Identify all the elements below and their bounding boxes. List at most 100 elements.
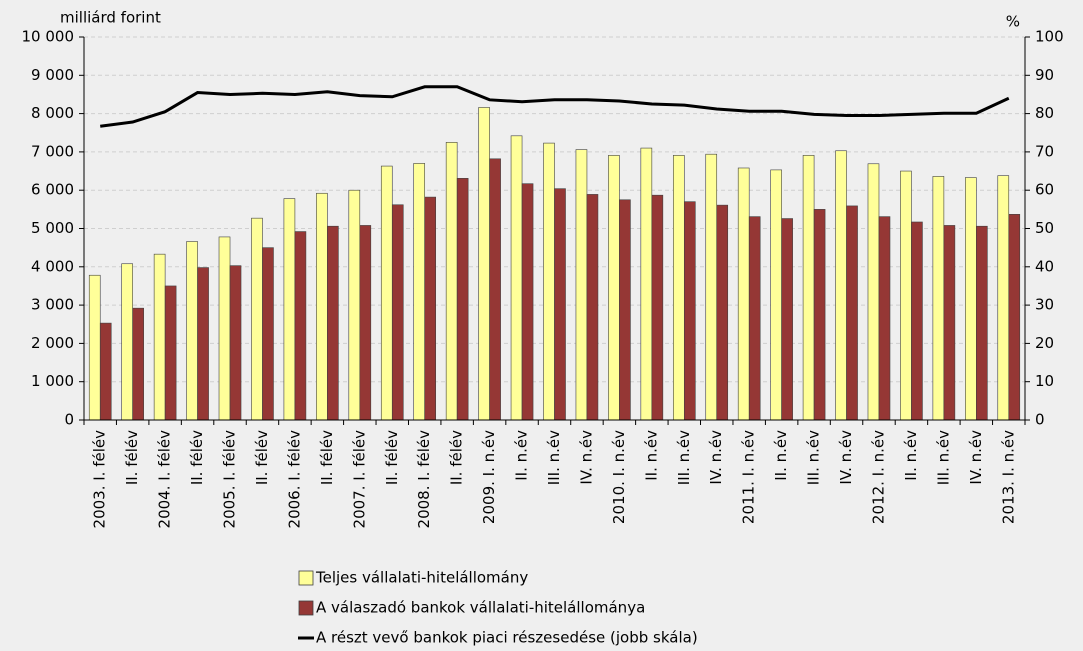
x-tick-label: III. n.év (805, 430, 823, 485)
bar (705, 153, 718, 421)
legend-swatch (298, 600, 314, 616)
bar (88, 274, 101, 421)
bar (262, 247, 274, 421)
x-tick-label: 2010. I. n.év (610, 430, 628, 524)
y2-tick-label: 70 (1035, 142, 1054, 160)
x-tick-label: III. n.év (934, 430, 952, 485)
bar (445, 142, 458, 421)
bar (251, 217, 263, 421)
bar (424, 196, 437, 421)
bar (640, 147, 653, 421)
bar (943, 225, 956, 421)
y2-tick-label: 40 (1035, 257, 1054, 275)
y2-tick-label: 30 (1035, 296, 1054, 314)
y-tick-label: 0 (64, 411, 74, 429)
bar (294, 231, 307, 421)
line (100, 85, 1010, 128)
y-tick-label: 2 000 (31, 334, 74, 352)
x-tick-label: IV. n.év (577, 430, 595, 485)
bar (153, 253, 166, 421)
y-axis-unit: milliárd forint (60, 9, 161, 27)
bar (359, 225, 372, 421)
legend-label: A részt vevő bankok piaci részesedése (j… (316, 629, 698, 647)
bar (586, 194, 599, 421)
x-tick-label: IV. n.év (707, 430, 725, 485)
y-tick-label: 9 000 (31, 66, 74, 84)
legend-label: A válaszadó bankok vállalati-hitelállomá… (316, 599, 645, 617)
bar (413, 163, 426, 421)
bar (802, 155, 815, 421)
y-tick-label: 6 000 (31, 181, 74, 199)
x-tick-label: 2009. I. n.év (480, 430, 498, 524)
x-tick-label: 2013. I. n.év (999, 430, 1017, 524)
bar (391, 204, 404, 421)
bar (218, 236, 231, 421)
bar (867, 163, 880, 421)
x-tick-label: IV. n.év (967, 430, 985, 485)
bar (380, 165, 393, 421)
y-tick-label: 4 000 (31, 257, 74, 275)
x-tick-label: 2005. I. félév (221, 430, 239, 529)
bar (521, 183, 534, 421)
x-tick-label: 2011. I. n.év (740, 430, 758, 524)
bar (478, 107, 490, 421)
x-tick-label: 2012. I. n.év (869, 430, 887, 524)
x-tick-label: II. félév (448, 430, 466, 485)
bar (348, 189, 361, 421)
y2-tick-label: 80 (1035, 104, 1054, 122)
bar (619, 199, 631, 421)
x-tick-label: II. n.év (642, 430, 660, 481)
bar (976, 225, 988, 421)
bar (683, 201, 696, 421)
bar (283, 198, 296, 421)
x-tick-label: 2008. I. félév (415, 430, 433, 529)
bar (846, 205, 858, 421)
x-tick-label: II. félév (383, 430, 401, 485)
x-tick-label: III. n.év (545, 430, 563, 485)
y2-tick-label: 0 (1035, 411, 1045, 429)
x-tick-label: 2004. I. félév (156, 430, 174, 529)
bar (781, 218, 793, 421)
x-tick-label: II. félév (318, 430, 336, 485)
bar (835, 150, 847, 421)
bar (132, 307, 144, 421)
bar (672, 155, 685, 421)
x-tick-label: 2007. I. félév (350, 430, 368, 529)
bar (932, 176, 945, 421)
x-tick-label: II. n.év (902, 430, 920, 481)
x-tick-label: II. n.év (772, 430, 790, 481)
x-tick-label: II. félév (123, 430, 141, 485)
y-tick-label: 5 000 (31, 219, 74, 237)
y2-tick-label: 90 (1035, 66, 1054, 84)
x-tick-label: II. félév (253, 430, 271, 485)
bar (878, 216, 891, 421)
bar (965, 177, 977, 421)
bar (575, 149, 588, 421)
bar (900, 170, 912, 421)
x-tick-label: III. n.év (675, 430, 693, 485)
y2-tick-label: 50 (1035, 219, 1054, 237)
bar (186, 241, 198, 421)
y-tick-label: 3 000 (31, 296, 74, 314)
bar (197, 267, 209, 421)
bar (716, 204, 729, 421)
bar (748, 216, 761, 421)
x-tick-label: 2003. I. félév (91, 430, 109, 529)
bar (737, 167, 750, 421)
bar (327, 225, 339, 421)
bar (554, 188, 566, 421)
x-tick-label: 2006. I. félév (285, 430, 303, 529)
bar (489, 158, 501, 421)
y-tick-label: 10 000 (22, 28, 75, 46)
bar (911, 221, 923, 421)
legend-swatch (298, 570, 314, 586)
bar (608, 155, 620, 421)
bar (316, 192, 328, 421)
y-tick-label: 8 000 (31, 104, 74, 122)
bar (651, 194, 664, 421)
y2-tick-label: 100 (1035, 28, 1064, 46)
bar (164, 285, 177, 421)
x-tick-label: IV. n.év (837, 430, 855, 485)
bar (997, 175, 1010, 421)
